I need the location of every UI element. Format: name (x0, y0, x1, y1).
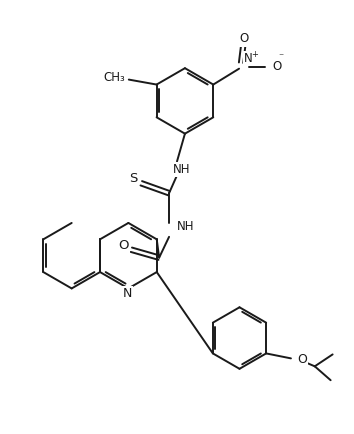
Text: CH₃: CH₃ (103, 71, 125, 84)
Text: N: N (123, 287, 132, 300)
Text: O: O (118, 239, 129, 252)
Text: O: O (273, 60, 282, 73)
Text: NH: NH (177, 220, 195, 233)
Text: ⁻: ⁻ (279, 53, 284, 63)
Text: N: N (244, 52, 253, 65)
Text: NH: NH (173, 163, 191, 176)
Text: S: S (129, 172, 138, 185)
Text: O: O (297, 353, 307, 366)
Text: +: + (251, 50, 258, 59)
Text: O: O (239, 33, 249, 46)
